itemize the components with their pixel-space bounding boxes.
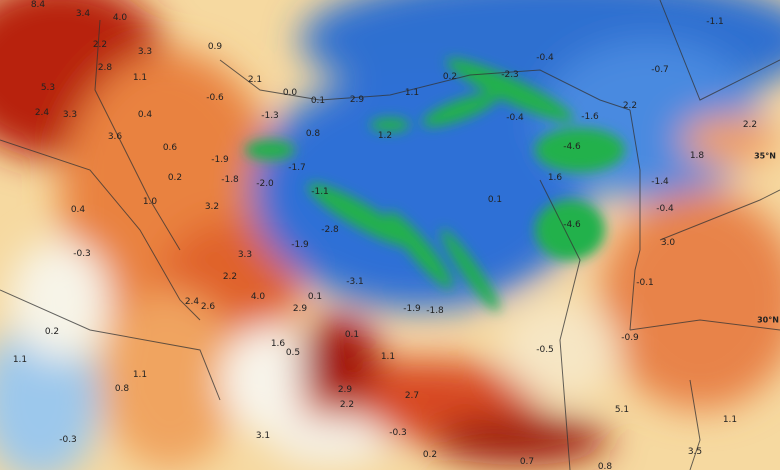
- anomaly-value-label: 0.1: [307, 292, 323, 302]
- anomaly-value-label: 3.1: [255, 431, 271, 441]
- anomaly-value-label: -0.6: [206, 93, 224, 103]
- anomaly-value-label: -1.7: [288, 163, 306, 173]
- anomaly-value-label: 0.1: [310, 96, 326, 106]
- anomaly-value-label: -4.6: [563, 220, 581, 230]
- anomaly-value-label: 1.1: [722, 415, 738, 425]
- anomaly-value-label: 1.1: [404, 88, 420, 98]
- anomaly-value-label: 0.5: [285, 348, 301, 358]
- anomaly-value-label: 1.1: [12, 355, 28, 365]
- anomaly-value-label: -2.8: [321, 225, 339, 235]
- anomaly-value-label: 2.9: [292, 304, 308, 314]
- anomaly-value-label: 2.4: [34, 108, 50, 118]
- anomaly-value-label: -1.1: [311, 187, 329, 197]
- anomaly-value-label: -2.3: [501, 70, 519, 80]
- anomaly-value-label: 1.1: [132, 73, 148, 83]
- anomaly-value-label: 2.2: [339, 400, 355, 410]
- anomaly-value-label: -4.6: [563, 142, 581, 152]
- anomaly-value-label: 0.8: [114, 384, 130, 394]
- anomaly-value-label: 3.5: [687, 447, 703, 457]
- anomaly-value-label: 0.2: [44, 327, 60, 337]
- anomaly-value-label: -0.3: [389, 428, 407, 438]
- anomaly-value-label: 0.2: [167, 173, 183, 183]
- latitude-label: 35°N: [754, 151, 776, 161]
- anomaly-value-label: 3.4: [75, 9, 91, 19]
- anomaly-value-label: -0.4: [656, 204, 674, 214]
- anomaly-value-label: -1.9: [403, 304, 421, 314]
- anomaly-value-label: -1.3: [261, 111, 279, 121]
- anomaly-value-label: -1.8: [426, 306, 444, 316]
- anomaly-value-label: 0.9: [207, 42, 223, 52]
- anomaly-value-label: 1.8: [689, 151, 705, 161]
- anomaly-value-label: -0.3: [73, 249, 91, 259]
- anomaly-value-label: 1.0: [142, 197, 158, 207]
- anomaly-value-label: 2.2: [742, 120, 758, 130]
- anomaly-value-label: 3.6: [107, 132, 123, 142]
- anomaly-value-label: 4.0: [250, 292, 266, 302]
- anomaly-value-label: 0.6: [162, 143, 178, 153]
- anomaly-value-label: 0.1: [344, 330, 360, 340]
- anomaly-value-label: 3.3: [62, 110, 78, 120]
- anomaly-value-label: 2.2: [622, 101, 638, 111]
- anomaly-value-label: 4.0: [112, 13, 128, 23]
- anomaly-value-label: 2.9: [349, 95, 365, 105]
- anomaly-value-label: -0.1: [636, 278, 654, 288]
- anomaly-value-label: 2.2: [222, 272, 238, 282]
- anomaly-value-label: 3.3: [137, 47, 153, 57]
- anomaly-value-label: -0.9: [621, 333, 639, 343]
- anomaly-value-label: 2.9: [337, 385, 353, 395]
- anomaly-value-label: 2.6: [200, 302, 216, 312]
- anomaly-value-label: 0.0: [282, 88, 298, 98]
- anomaly-value-label: -2.0: [256, 179, 274, 189]
- anomaly-value-label: 2.1: [247, 75, 263, 85]
- anomaly-value-label: 0.1: [487, 195, 503, 205]
- anomaly-value-label: -1.8: [221, 175, 239, 185]
- anomaly-value-label: 3.3: [237, 250, 253, 260]
- anomaly-value-label: -0.4: [536, 53, 554, 63]
- anomaly-value-label: 0.2: [442, 72, 458, 82]
- anomaly-value-label: 1.2: [377, 131, 393, 141]
- anomaly-value-label: 2.4: [184, 297, 200, 307]
- anomaly-value-label: 0.4: [137, 110, 153, 120]
- anomaly-value-label: 3.0: [660, 238, 676, 248]
- anomaly-value-label: 5.1: [614, 405, 630, 415]
- anomaly-value-label: 8.4: [30, 0, 46, 10]
- anomaly-value-label: 1.1: [132, 370, 148, 380]
- anomaly-value-label: -3.1: [346, 277, 364, 287]
- anomaly-value-label: -0.5: [536, 345, 554, 355]
- anomaly-value-label: 2.2: [92, 40, 108, 50]
- latitude-label: 30°N: [757, 315, 779, 325]
- anomaly-value-label: 0.8: [305, 129, 321, 139]
- anomaly-value-label: -1.6: [581, 112, 599, 122]
- anomaly-value-label: 1.6: [270, 339, 286, 349]
- anomaly-value-label: -0.4: [506, 113, 524, 123]
- anomaly-value-label: 3.2: [204, 202, 220, 212]
- anomaly-value-label: 1.1: [380, 352, 396, 362]
- anomaly-value-label: -1.9: [211, 155, 229, 165]
- anomaly-value-label: 0.2: [422, 450, 438, 460]
- anomaly-value-label: -0.7: [651, 65, 669, 75]
- anomaly-value-label: -1.1: [706, 17, 724, 27]
- anomaly-value-label: -1.4: [651, 177, 669, 187]
- anomaly-value-label: -1.9: [291, 240, 309, 250]
- anomaly-value-label: 5.3: [40, 83, 56, 93]
- anomaly-value-label: -0.3: [59, 435, 77, 445]
- anomaly-value-label: 2.7: [404, 391, 420, 401]
- anomaly-value-label: 0.7: [519, 457, 535, 467]
- anomaly-value-label: 2.8: [97, 63, 113, 73]
- anomaly-value-label: 0.4: [70, 205, 86, 215]
- anomaly-value-label: 0.8: [597, 462, 613, 470]
- anomaly-value-label: 1.6: [547, 173, 563, 183]
